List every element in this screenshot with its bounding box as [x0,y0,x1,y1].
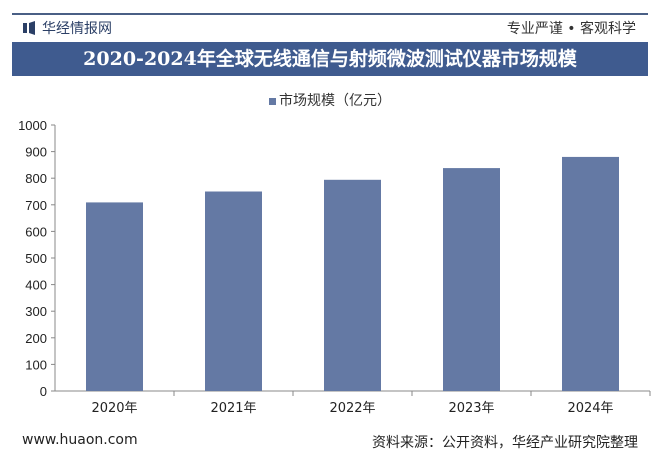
logo: 华经情报网 [22,18,112,38]
bar-2020年 [86,202,143,391]
y-tick-label: 0 [40,384,47,399]
website: www.huaon.com [22,432,138,448]
bar-logo-icon [23,21,35,35]
legend-swatch [269,97,276,105]
y-tick-label: 900 [25,145,47,160]
x-tick-label: 2024年 [567,401,613,416]
y-tick-label: 100 [25,357,47,372]
top-rule [12,13,648,15]
x-tick-label: 2023年 [448,401,494,416]
y-tick-label: 400 [25,278,47,293]
bar-2023年 [443,168,500,391]
y-tick-label: 800 [25,171,47,186]
chart-title: 2020-2024年全球无线通信与射频微波测试仪器市场规模 [12,42,648,76]
bar-2021年 [205,191,262,391]
source-note: 资料来源：公开资料，华经产业研究院整理 [372,435,638,451]
x-tick-label: 2020年 [91,401,137,416]
y-tick-label: 300 [25,304,47,319]
slogan: 专业严谨 • 客观科学 [506,21,636,37]
y-tick-label: 600 [25,224,47,239]
legend-label: 市场规模（亿元） [279,93,391,109]
legend: 市场规模（亿元） [0,90,660,110]
x-tick-label: 2021年 [210,401,256,416]
bar-2024年 [562,156,619,391]
y-tick-label: 500 [25,251,47,266]
bar-2022年 [324,179,381,391]
y-tick-label: 700 [25,198,47,213]
y-tick-label: 200 [25,331,47,346]
x-tick-label: 2022年 [329,401,375,416]
logo-text: 华经情报网 [42,21,112,37]
y-tick-label: 1000 [18,118,47,133]
